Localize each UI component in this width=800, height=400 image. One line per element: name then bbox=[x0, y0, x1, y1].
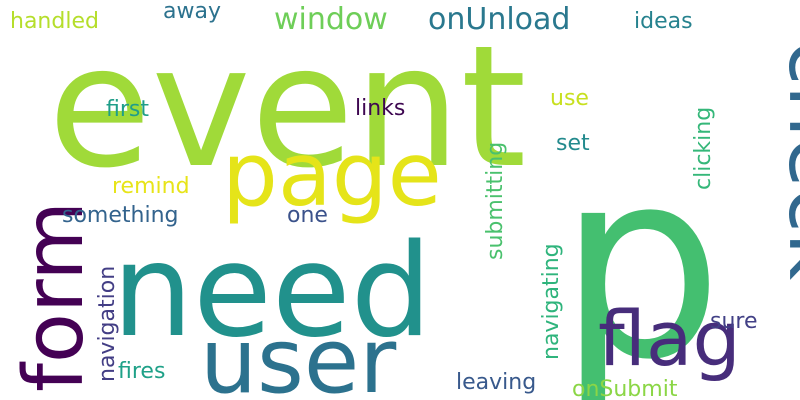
word-page: page bbox=[222, 123, 442, 226]
word-sure: sure bbox=[710, 309, 758, 334]
word-p: p bbox=[558, 115, 723, 400]
word-event: event bbox=[48, 9, 527, 205]
word-leaving: leaving bbox=[456, 370, 536, 395]
word-form: form bbox=[7, 201, 102, 392]
word-onSubmit: onSubmit bbox=[572, 377, 678, 400]
word-user: user bbox=[200, 309, 396, 400]
word-clicking: clicking bbox=[691, 107, 716, 190]
word-navigating: navigating bbox=[539, 243, 564, 360]
word-need: need bbox=[112, 217, 432, 366]
word-something: something bbox=[62, 203, 178, 228]
word-set: set bbox=[556, 131, 590, 156]
word-navigation: navigation bbox=[95, 266, 120, 382]
word-onUnload: onUnload bbox=[428, 2, 570, 37]
word-check: check bbox=[770, 40, 800, 281]
word-flag: flag bbox=[598, 294, 741, 383]
word-handled: handled bbox=[10, 9, 99, 34]
word-submitting: submitting bbox=[483, 142, 508, 260]
word-use: use bbox=[550, 86, 589, 111]
word-away: away bbox=[163, 0, 221, 24]
word-window: window bbox=[274, 2, 388, 37]
word-one: one bbox=[287, 203, 328, 228]
word-first: first bbox=[106, 97, 149, 122]
word-remind: remind bbox=[112, 174, 190, 199]
word-links: links bbox=[355, 96, 405, 121]
word-ideas: ideas bbox=[634, 9, 693, 34]
word-fires: fires bbox=[118, 359, 165, 384]
